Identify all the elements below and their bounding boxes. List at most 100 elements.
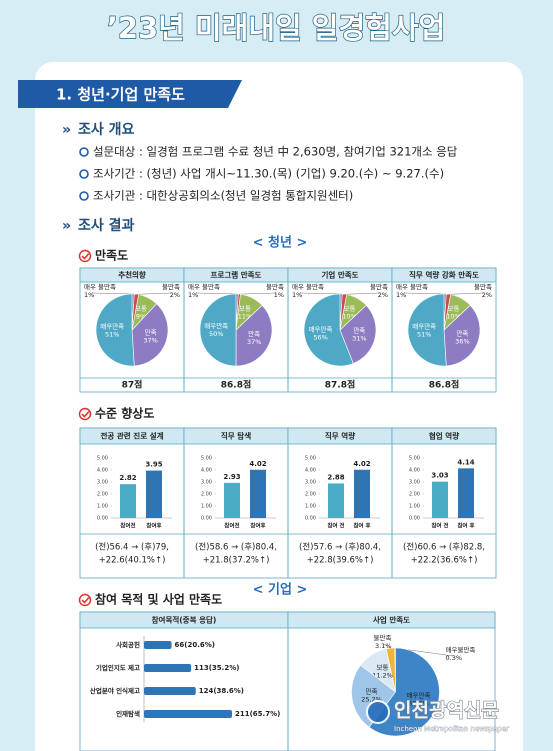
- slice-name: 만족: [366, 686, 378, 695]
- slice-name: 불만족: [370, 282, 388, 291]
- chart-title: 직무 역량 강화 만족도: [409, 270, 479, 280]
- pie-slice: [351, 664, 396, 728]
- score: 86.8점: [221, 379, 252, 391]
- note: (전)60.6 → (후)82.8,: [403, 542, 485, 553]
- note: (전)57.6 → (후)80.4,: [299, 542, 381, 553]
- leader-line: [136, 292, 173, 295]
- y-tick-label: 4.00: [409, 468, 420, 474]
- leader-line: [91, 292, 134, 295]
- slice-value: 0.3%: [446, 654, 463, 662]
- overview-item: 조사기간 : (청년) 사업 개시~11.30.(목) (기업) 9.20.(수…: [93, 167, 444, 181]
- score: 87점: [122, 379, 143, 391]
- x-tick-label: 참여후: [146, 522, 161, 530]
- x-tick-label: 참여전: [224, 522, 239, 530]
- watermark-sub: Incheon Metropolitan newspaper: [394, 725, 509, 733]
- slice-value: 1%: [292, 291, 302, 299]
- slice-name: 불만족: [474, 282, 492, 291]
- value-label: 2.88: [327, 473, 344, 481]
- y-tick-label: 2.00: [409, 492, 420, 498]
- score: 86.8점: [429, 379, 460, 391]
- x-tick-label: 참여전: [120, 522, 135, 530]
- y-tick-label: 0.00: [305, 516, 316, 522]
- slice-value: 37%: [143, 337, 157, 345]
- slice-value: 9%: [136, 312, 146, 320]
- slice-name: 매우 불만족: [396, 282, 428, 291]
- slice-value: 60.2%: [408, 700, 429, 708]
- chart-header: [391, 267, 497, 283]
- bar: [458, 468, 474, 518]
- slice-value: 1%: [188, 291, 198, 299]
- chart-title: 협업 역량: [429, 431, 459, 441]
- value-label: 3.03: [431, 472, 448, 480]
- slice-value: 51%: [105, 331, 119, 339]
- y-tick-label: 3.00: [97, 480, 108, 486]
- value-label: 4.14: [457, 458, 474, 466]
- y-tick-label: 2.00: [201, 492, 212, 498]
- leader-line: [448, 292, 485, 295]
- check-icon: [78, 249, 92, 263]
- value-label: 2.82: [119, 474, 136, 482]
- y-tick-label: 4.00: [201, 468, 212, 474]
- x-tick-label: 참여 후: [353, 522, 370, 530]
- x-tick-label: 참여 전: [327, 522, 344, 530]
- y-tick-label: 5.00: [305, 456, 316, 462]
- chart-title: 직무 탐색: [221, 431, 251, 441]
- youth-label: < 청년 >: [253, 235, 308, 251]
- check-icon: [78, 407, 92, 421]
- x-tick-label: 참여후: [250, 522, 265, 530]
- y-tick-label: 2.00: [97, 492, 108, 498]
- bar: [120, 484, 136, 518]
- slice-value: 56%: [313, 334, 327, 342]
- y-tick-label: 1.00: [201, 504, 212, 510]
- pie-slice: [303, 293, 354, 367]
- slice-value: 11.2%: [372, 672, 393, 680]
- overview-item: 설문대상 : 일경험 프로그램 수료 청년 中 2,630명, 참여기업 321…: [93, 145, 458, 159]
- chart-header: [287, 611, 496, 629]
- slice-name: 매우 불만족: [84, 282, 116, 291]
- leader-line: [239, 292, 277, 295]
- category-label: 산업분야 인식제고: [90, 686, 140, 695]
- chart-title: 사업 만족도: [373, 615, 410, 625]
- bar: [250, 469, 266, 518]
- bar: [328, 483, 344, 518]
- x-tick-label: 참여 후: [457, 522, 474, 530]
- watermark-name: 인천광역신문: [394, 700, 499, 722]
- heading-icon: »: [62, 218, 71, 234]
- overview-heading: 조사 개요: [78, 122, 135, 138]
- slice-name: 매우 불만족: [292, 282, 324, 291]
- chart-title: 전공 관련 진로 설계: [100, 431, 163, 441]
- pie-slice: [443, 304, 481, 367]
- slice-name: 만족: [456, 328, 468, 337]
- y-tick-label: 1.00: [305, 504, 316, 510]
- slice-name: 불만족: [266, 282, 284, 291]
- y-tick-label: 5.00: [409, 456, 420, 462]
- leader-line: [299, 292, 342, 295]
- section-tab: [18, 80, 242, 108]
- results-heading: 조사 결과: [78, 217, 135, 234]
- improvement-heading: 수준 향상도: [95, 406, 154, 421]
- company-heading: 참여 목적 및 사업 만족도: [95, 592, 222, 607]
- slice-name: 매우만족: [407, 691, 431, 700]
- slice-name: 매우불만족: [446, 645, 476, 654]
- watermark-logo: [366, 700, 390, 724]
- note: +22.6(40.1%↑): [99, 556, 166, 566]
- leader-line: [195, 292, 238, 295]
- slice-value: 1%: [396, 291, 406, 299]
- slice-name: 매우 불만족: [188, 282, 220, 291]
- slice-name: 보통: [239, 304, 251, 312]
- x-tick-label: 참여 전: [431, 522, 448, 530]
- leader-line: [383, 643, 391, 649]
- slice-value: 51%: [417, 331, 431, 339]
- slice-value: 37%: [247, 338, 261, 346]
- note: (전)58.6 → (후)80.4,: [195, 542, 277, 553]
- slice-value: 2%: [170, 291, 180, 299]
- category-label: 인재탐색: [116, 709, 140, 718]
- note: +22.8(39.6%↑): [307, 556, 374, 566]
- section-title: 1. 청년·기업 만족도: [56, 86, 185, 104]
- leader-line: [344, 292, 381, 295]
- y-tick-label: 4.00: [305, 468, 316, 474]
- slice-value: 36%: [455, 337, 469, 345]
- leader-line: [403, 292, 446, 295]
- check-icon: [81, 411, 90, 418]
